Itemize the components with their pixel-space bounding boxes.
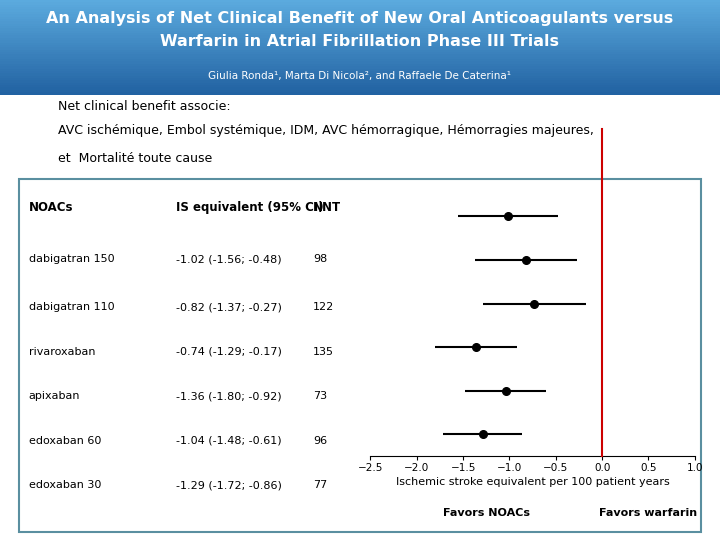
Bar [0, 5, 720, 7]
Text: -1.36 (-1.80; -0.92): -1.36 (-1.80; -0.92) [176, 391, 282, 401]
Text: edoxaban 30: edoxaban 30 [29, 481, 102, 490]
Bar [0, 50, 720, 52]
Text: -1.04 (-1.48; -0.61): -1.04 (-1.48; -0.61) [176, 436, 282, 446]
Bar [0, 92, 720, 94]
Bar [0, 24, 720, 26]
Text: et  Mortalité toute cause: et Mortalité toute cause [58, 152, 212, 165]
Text: apixaban: apixaban [29, 391, 81, 401]
Text: 73: 73 [313, 391, 328, 401]
Bar [0, 0, 720, 2]
Text: 122: 122 [313, 302, 335, 312]
Text: Favors NOACs: Favors NOACs [443, 508, 530, 518]
Bar [0, 52, 720, 55]
Bar [0, 36, 720, 38]
Bar [0, 85, 720, 87]
Bar [0, 28, 720, 31]
Bar [0, 40, 720, 43]
Text: NNT: NNT [313, 201, 341, 214]
Bar [0, 87, 720, 90]
Bar [0, 55, 720, 57]
Bar [0, 2, 720, 5]
Text: dabigatran 110: dabigatran 110 [29, 302, 114, 312]
Bar [0, 57, 720, 59]
Text: -0.82 (-1.37; -0.27): -0.82 (-1.37; -0.27) [176, 302, 282, 312]
Bar [0, 78, 720, 80]
Text: 96: 96 [313, 436, 328, 446]
Bar [0, 59, 720, 62]
Bar [0, 7, 720, 10]
Text: An Analysis of Net Clinical Benefit of New Oral Anticoagulants versus: An Analysis of Net Clinical Benefit of N… [46, 11, 674, 26]
Text: Favors warfarin: Favors warfarin [600, 508, 698, 518]
Bar [0, 19, 720, 21]
X-axis label: Ischemic stroke equivalent per 100 patient years: Ischemic stroke equivalent per 100 patie… [396, 477, 670, 488]
Text: rivaroxaban: rivaroxaban [29, 347, 95, 356]
Text: AVC ischémique, Embol systémique, IDM, AVC hémorragique, Hémorragies majeures,: AVC ischémique, Embol systémique, IDM, A… [58, 124, 593, 137]
Bar [0, 43, 720, 45]
Bar [0, 31, 720, 33]
Bar [0, 47, 720, 50]
Bar [0, 69, 720, 71]
Bar [0, 62, 720, 64]
Bar [0, 26, 720, 28]
FancyBboxPatch shape [19, 179, 701, 531]
Bar [0, 80, 720, 83]
Bar [0, 17, 720, 19]
Text: Warfarin in Atrial Fibrillation Phase III Trials: Warfarin in Atrial Fibrillation Phase II… [161, 34, 559, 49]
Bar [0, 21, 720, 24]
Bar [0, 71, 720, 73]
Bar [0, 90, 720, 92]
Bar [0, 66, 720, 69]
Bar [0, 38, 720, 40]
Text: -0.74 (-1.29; -0.17): -0.74 (-1.29; -0.17) [176, 347, 282, 356]
Bar [0, 10, 720, 12]
Bar [0, 33, 720, 36]
Text: Net clinical benefit associe:: Net clinical benefit associe: [58, 100, 230, 113]
Bar [0, 83, 720, 85]
Bar [0, 64, 720, 66]
Text: -1.02 (-1.56; -0.48): -1.02 (-1.56; -0.48) [176, 254, 282, 264]
Text: dabigatran 150: dabigatran 150 [29, 254, 114, 264]
Bar [0, 45, 720, 47]
Bar [0, 12, 720, 14]
Bar [0, 14, 720, 17]
Bar [0, 73, 720, 76]
Text: 135: 135 [313, 347, 334, 356]
Text: Giulia Ronda¹, Marta Di Nicola², and Raffaele De Caterina¹: Giulia Ronda¹, Marta Di Nicola², and Raf… [209, 71, 511, 80]
Text: 77: 77 [313, 481, 328, 490]
Text: 98: 98 [313, 254, 328, 264]
Text: -1.29 (-1.72; -0.86): -1.29 (-1.72; -0.86) [176, 481, 282, 490]
Text: edoxaban 60: edoxaban 60 [29, 436, 102, 446]
Text: IS equivalent (95% CI): IS equivalent (95% CI) [176, 201, 324, 214]
Text: NOACs: NOACs [29, 201, 73, 214]
Bar [0, 76, 720, 78]
